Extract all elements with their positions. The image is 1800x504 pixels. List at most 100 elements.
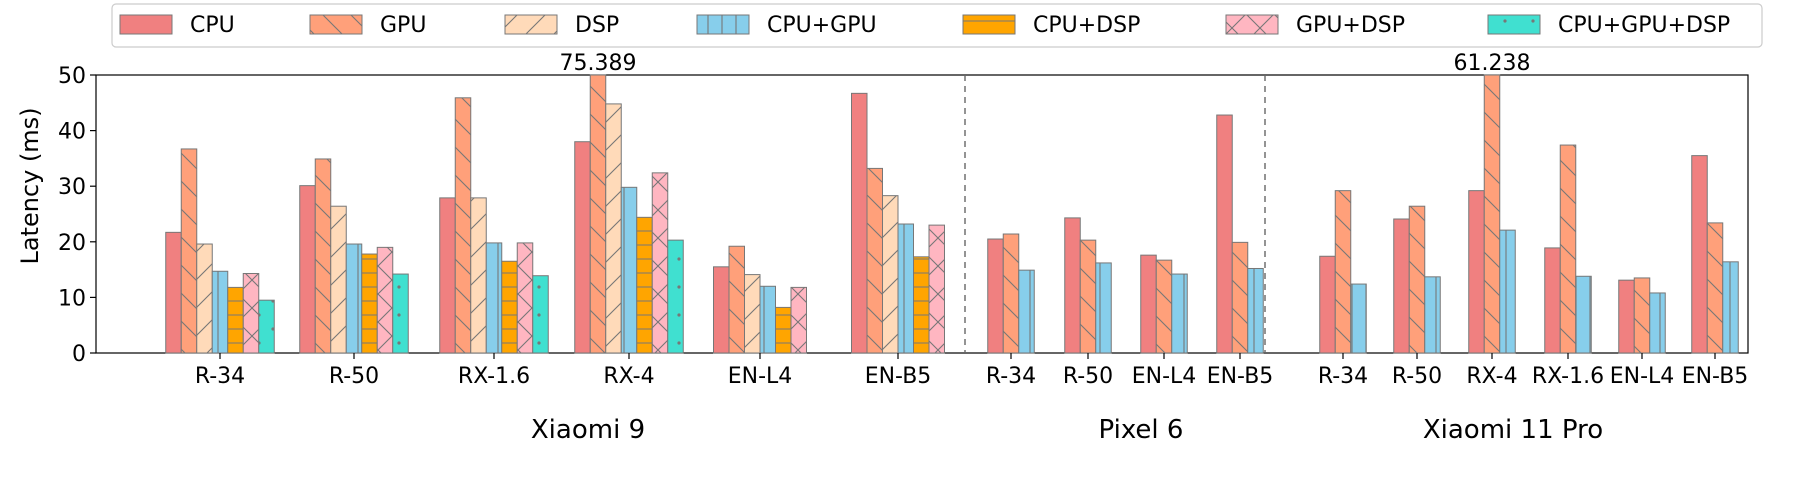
- bar-pixel-6-en-b5-gpu: [1231, 241, 1249, 354]
- bar-xiaomi-9-en-b5-dsp: [882, 195, 899, 354]
- legend-swatch: [504, 14, 558, 35]
- legend-item-dsp: DSP: [504, 13, 619, 38]
- bar-xiaomi-9-rx-4-gpu-dsp: [651, 172, 669, 354]
- legend-label: DSP: [575, 13, 619, 38]
- bar-pixel-6-en-b5-cpu: [1216, 114, 1233, 354]
- x-tick-label: R-34: [986, 364, 1036, 389]
- legend-swatch: [1225, 14, 1279, 35]
- bar-pixel-6-en-l4-cpu: [1140, 254, 1157, 354]
- bar-xiaomi-11-pro-en-b5-cpu: [1691, 155, 1708, 354]
- bar-xiaomi-9-en-b5-gpu: [866, 167, 883, 354]
- bar-xiaomi-9-rx-4-cpu-dsp: [636, 216, 653, 354]
- value-annotation: 61.238: [1454, 51, 1531, 76]
- bar-xiaomi-11-pro-rx-1-6-gpu: [1559, 144, 1577, 354]
- bar-xiaomi-9-r-34-gpu: [180, 148, 198, 354]
- bar-pixel-6-r-34-gpu: [1002, 233, 1020, 354]
- bar-pixel-6-en-l4-gpu: [1155, 259, 1173, 354]
- bar-xiaomi-9-en-l4-cpu: [713, 266, 730, 354]
- legend-label: CPU+DSP: [1033, 13, 1140, 38]
- bar-xiaomi-9-rx-1-6-cpu-gpu: [485, 242, 503, 354]
- bar-xiaomi-11-pro-r-34-cpu: [1319, 255, 1336, 354]
- bar-xiaomi-11-pro-en-b5-cpu-gpu: [1722, 261, 1739, 354]
- device-label: Xiaomi 11 Pro: [1423, 415, 1603, 445]
- legend-swatch: [1487, 14, 1541, 35]
- device-label: Pixel 6: [1099, 415, 1184, 445]
- bar-xiaomi-9-r-50-gpu-dsp: [376, 246, 394, 354]
- bar-xiaomi-9-en-b5-cpu: [851, 92, 868, 354]
- bar-xiaomi-9-en-b5-cpu-gpu: [897, 223, 914, 354]
- legend-item-cpu-dsp: CPU+DSP: [962, 13, 1140, 38]
- x-tick-label: R-50: [1392, 364, 1442, 389]
- legend-item-cpu-gpu-dsp: CPU+GPU+DSP: [1487, 13, 1730, 38]
- x-tick-label: EN-B5: [865, 364, 932, 389]
- bar-xiaomi-9-r-50-cpu: [299, 185, 316, 354]
- x-tick-label: RX-4: [1466, 364, 1517, 389]
- bar-pixel-6-en-l4-cpu-gpu: [1171, 273, 1188, 354]
- x-tick-label: EN-B5: [1682, 364, 1749, 389]
- bar-xiaomi-11-pro-r-50-cpu: [1393, 218, 1410, 354]
- y-tick-label: 50: [58, 64, 86, 89]
- bar-xiaomi-11-pro-en-l4-cpu-gpu: [1649, 292, 1666, 354]
- bar-xiaomi-9-en-l4-dsp: [744, 274, 761, 354]
- bar-xiaomi-9-en-l4-gpu: [728, 245, 745, 354]
- bar-xiaomi-11-pro-rx-1-6-cpu-gpu: [1575, 275, 1592, 354]
- bar-xiaomi-9-rx-4-cpu-gpu: [620, 186, 638, 354]
- bar-xiaomi-9-r-34-cpu: [165, 231, 182, 354]
- bar-xiaomi-9-r-34-cpu-gpu: [211, 270, 229, 354]
- bar-pixel-6-r-50-cpu: [1064, 217, 1081, 354]
- bar-pixel-6-en-b5-cpu-gpu: [1247, 267, 1264, 354]
- bar-xiaomi-11-pro-en-l4-cpu: [1618, 279, 1635, 354]
- bar-xiaomi-9-r-34-dsp: [196, 243, 213, 354]
- bar-xiaomi-9-r-50-cpu-gpu-dsp: [392, 273, 409, 354]
- bar-xiaomi-9-rx-1-6-dsp: [470, 197, 487, 354]
- legend-item-cpu-gpu: CPU+GPU: [696, 13, 877, 38]
- y-tick-label: 0: [72, 342, 86, 367]
- bar-xiaomi-11-pro-rx-4-cpu-gpu: [1499, 229, 1516, 354]
- x-tick-label: R-34: [1318, 364, 1368, 389]
- bar-pixel-6-r-50-cpu-gpu: [1095, 262, 1112, 354]
- legend-item-gpu-dsp: GPU+DSP: [1225, 13, 1405, 38]
- legend-swatch: [309, 14, 363, 35]
- legend-label: CPU: [190, 13, 235, 38]
- bars: [165, 74, 1739, 354]
- bar-xiaomi-11-pro-r-50-gpu: [1408, 205, 1426, 354]
- legend: CPU GPU DSP CPU+GPU CPU+DSP GPU+DSP CPU+GPU+DS…: [111, 3, 1763, 48]
- bar-xiaomi-11-pro-rx-4-gpu: [1483, 74, 1501, 354]
- x-tick-label: EN-B5: [1207, 364, 1274, 389]
- bar-xiaomi-9-en-l4-cpu-dsp: [775, 306, 792, 354]
- axes: 0 10 20 30 40 50 R-34 R-50 RX-1.6 RX-4 EN-L4 EN-B5 X…: [58, 51, 1748, 445]
- bar-xiaomi-11-pro-en-l4-gpu: [1633, 277, 1651, 354]
- y-tick-label: 20: [58, 231, 86, 256]
- bar-xiaomi-9-rx-1-6-cpu: [439, 197, 456, 354]
- legend-label: GPU: [380, 13, 426, 38]
- bar-xiaomi-9-rx-1-6-gpu-dsp: [516, 242, 534, 354]
- bar-xiaomi-9-rx-4-dsp: [605, 103, 622, 354]
- value-annotation: 75.389: [560, 51, 637, 76]
- x-tick-label: RX-1.6: [458, 364, 530, 389]
- bar-pixel-6-r-34-cpu: [987, 238, 1004, 354]
- bar-xiaomi-11-pro-r-34-cpu-gpu: [1350, 283, 1367, 354]
- x-tick-label: R-50: [329, 364, 379, 389]
- bar-xiaomi-9-rx-4-cpu-gpu-dsp: [667, 239, 684, 354]
- y-axis-label: Latency (ms): [16, 107, 44, 264]
- bar-xiaomi-9-rx-1-6-cpu-dsp: [501, 260, 518, 354]
- legend-label: CPU+GPU: [767, 13, 877, 38]
- legend-swatch: [696, 14, 750, 35]
- legend-item-gpu: GPU: [309, 13, 426, 38]
- bar-xiaomi-11-pro-r-34-gpu: [1334, 190, 1352, 354]
- bar-pixel-6-r-34-cpu-gpu: [1018, 269, 1035, 354]
- bar-xiaomi-9-r-50-cpu-gpu: [345, 243, 363, 354]
- bar-xiaomi-9-r-50-cpu-dsp: [361, 253, 378, 354]
- bar-xiaomi-9-en-b5-cpu-dsp: [913, 256, 930, 354]
- bar-xiaomi-9-r-50-gpu: [314, 158, 332, 354]
- bar-xiaomi-9-en-l4-cpu-gpu: [759, 285, 776, 354]
- bar-pixel-6-r-50-gpu: [1079, 239, 1097, 354]
- bar-xiaomi-9-r-34-cpu-gpu-dsp: [258, 299, 275, 354]
- y-tick-label: 10: [58, 286, 86, 311]
- bar-xiaomi-11-pro-rx-4-cpu: [1468, 190, 1485, 354]
- bar-xiaomi-9-r-50-dsp: [330, 205, 347, 354]
- x-tick-label: EN-L4: [1132, 364, 1197, 389]
- x-tick-label: EN-L4: [728, 364, 793, 389]
- bar-xiaomi-9-en-b5-gpu-dsp: [928, 224, 945, 354]
